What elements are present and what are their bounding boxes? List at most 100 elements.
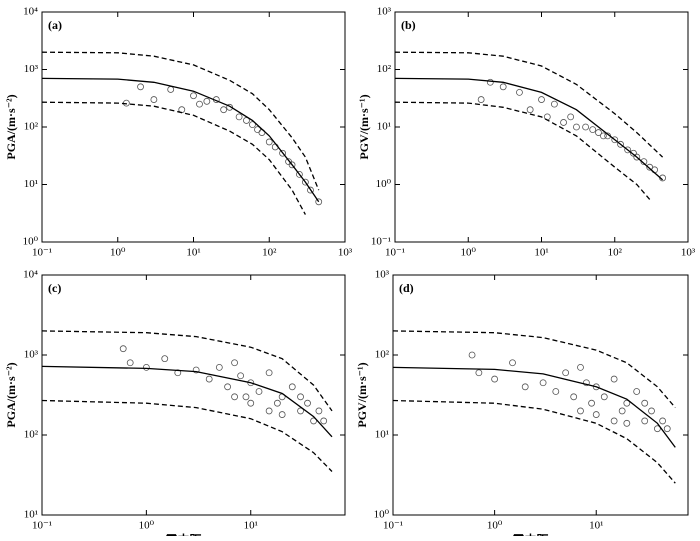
y-tick-label: 10⁰ [23, 236, 39, 248]
plot-frame [41, 274, 346, 516]
data-point [595, 129, 602, 136]
plot-frame [394, 11, 689, 243]
y-tick-label: 10⁻¹ [371, 236, 391, 248]
data-point [509, 359, 516, 367]
data-point [288, 161, 296, 169]
panel-label: (c) [48, 281, 61, 295]
data-point [205, 375, 213, 383]
data-point [623, 399, 631, 407]
data-point [573, 123, 580, 131]
x-tick-label: 10¹ [186, 247, 200, 259]
data-point [640, 158, 648, 166]
data-point [126, 359, 134, 367]
panel: 10⁻¹ 10⁰ 10¹ 10² 10³ 10⁻¹ 10⁰ 10¹ 10² 10³ (b) PGV/(… [357, 6, 696, 259]
bound-curve [41, 399, 333, 472]
y-tick-label: 10¹ [24, 509, 38, 521]
data-point [174, 369, 182, 377]
data-point [617, 140, 624, 148]
data-point [582, 123, 590, 131]
data-point [630, 149, 637, 157]
y-axis-title: PGA/(m·s⁻²) [4, 362, 18, 427]
data-point [468, 351, 476, 359]
data-point [592, 383, 600, 391]
panel-label: (a) [48, 18, 62, 32]
data-point [315, 407, 323, 415]
data-point [247, 399, 255, 407]
data-point [301, 178, 309, 186]
data-point [577, 407, 584, 415]
data-point [610, 417, 618, 425]
x-axis-title: 震中距/km [165, 532, 221, 536]
data-point [477, 96, 485, 103]
y-tick-label: 10³ [24, 63, 39, 75]
x-tick-label: 10¹ [589, 520, 603, 532]
data-point [641, 417, 649, 425]
data-point [310, 417, 317, 425]
x-tick-label: 10⁻¹ [383, 520, 403, 532]
data-point [242, 393, 250, 401]
bound-curve [392, 330, 676, 409]
median-curve [41, 365, 333, 438]
data-point [231, 359, 238, 367]
data-point [190, 92, 197, 100]
data-point [618, 407, 626, 415]
data-point [249, 121, 256, 129]
data-point [203, 97, 211, 105]
bound-curve [41, 101, 306, 215]
data-point [600, 132, 607, 140]
y-tick-label: 10³ [377, 6, 392, 18]
data-point [150, 96, 158, 103]
x-tick-label: 10⁻¹ [385, 247, 405, 259]
plot-frame [392, 274, 689, 516]
bound-curve [394, 51, 664, 158]
data-point [161, 355, 169, 363]
data-point [295, 170, 303, 178]
y-tick-label: 10³ [375, 269, 390, 281]
y-tick-label: 10⁴ [23, 269, 38, 281]
data-point [304, 399, 311, 407]
data-point [237, 372, 245, 380]
data-point [297, 407, 304, 415]
y-tick-label: 10³ [24, 349, 39, 361]
data-point [648, 407, 655, 415]
data-point [577, 363, 584, 371]
plot-frame [41, 11, 346, 243]
panel-label: (d) [399, 281, 414, 295]
y-tick-label: 10² [375, 349, 390, 361]
data-point [235, 113, 243, 121]
x-tick-label: 10¹ [244, 520, 258, 532]
data-point [552, 388, 560, 395]
y-tick-label: 10² [24, 121, 39, 133]
data-point [499, 83, 507, 91]
median-curve [394, 77, 664, 181]
data-point [491, 375, 499, 383]
data-point [623, 419, 631, 427]
x-tick-label: 10⁻¹ [32, 247, 52, 259]
y-axis-title: PGA/(m·s⁻²) [4, 94, 18, 159]
y-tick-label: 10¹ [375, 429, 389, 441]
x-tick-label: 10³ [681, 247, 696, 259]
data-point [288, 383, 296, 391]
data-point [633, 153, 641, 161]
panel: 10⁻¹ 10⁰ 10¹ 10² 10³10⁰10¹10²10³10⁴(a)PGA/(m… [4, 6, 353, 259]
data-point [560, 119, 567, 126]
data-point [231, 393, 238, 401]
data-point [588, 399, 595, 407]
x-tick-label: 10³ [338, 247, 353, 259]
y-tick-label: 10¹ [24, 178, 38, 190]
data-point [167, 86, 175, 93]
data-point [641, 399, 649, 407]
data-point [486, 78, 494, 86]
data-point [550, 100, 558, 108]
x-axis-title: 震中距/km [512, 532, 568, 536]
data-point [192, 366, 200, 374]
data-point [320, 417, 328, 425]
data-point [562, 369, 570, 377]
bound-curve [394, 101, 651, 200]
data-point [567, 113, 575, 121]
data-point [526, 106, 534, 114]
data-point [611, 136, 619, 144]
median-curve [41, 77, 320, 203]
y-tick-label: 10¹ [377, 121, 391, 133]
data-point [600, 393, 608, 401]
